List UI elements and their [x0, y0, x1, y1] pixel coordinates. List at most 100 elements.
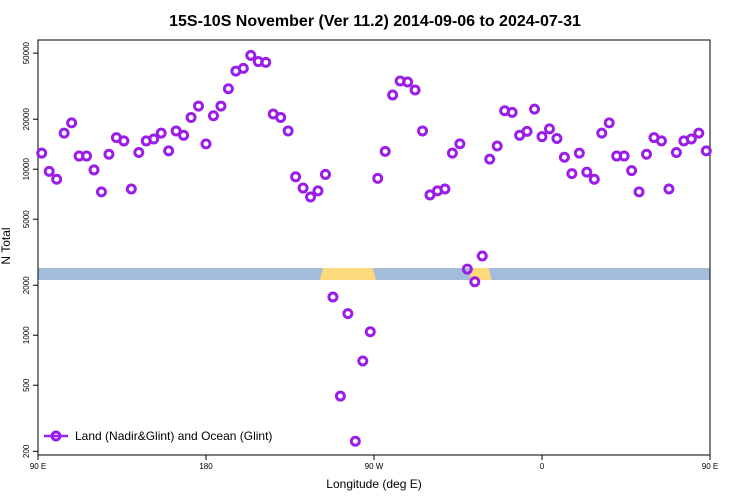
data-point	[155, 127, 167, 139]
data-point	[349, 435, 361, 447]
data-point	[603, 117, 615, 129]
data-point	[297, 182, 309, 194]
y-tick-label: 20000	[22, 108, 31, 131]
data-point	[596, 127, 608, 139]
data-point	[387, 89, 399, 101]
data-point	[200, 138, 212, 150]
data-point	[148, 133, 160, 145]
data-point	[305, 191, 317, 203]
legend-label: Land (Nadir&Glint) and Ocean (Glint)	[75, 429, 272, 443]
data-point	[506, 106, 518, 118]
y-axis: 200 500 1000 2000 5000 10000 20000 50000	[22, 41, 38, 458]
land-band	[319, 268, 376, 280]
data-point	[237, 62, 249, 74]
surface-strip	[38, 268, 710, 280]
data-point	[133, 147, 145, 159]
chart-title: 15S-10S November (Ver 11.2) 2014-09-06 t…	[169, 13, 581, 30]
legend: Land (Nadir&Glint) and Ocean (Glint)	[44, 429, 272, 443]
data-point	[95, 186, 107, 198]
data-point	[461, 263, 473, 275]
data-point	[275, 111, 287, 123]
data-point	[245, 49, 257, 61]
data-point	[43, 165, 55, 177]
data-point	[36, 147, 48, 159]
y-tick-label: 50000	[22, 41, 31, 64]
data-point	[357, 355, 369, 367]
data-point	[566, 168, 578, 180]
legend-marker	[50, 430, 62, 442]
data-point	[88, 164, 100, 176]
data-point	[58, 127, 70, 139]
x-axis: 90 E 180 90 W 0 90 E	[30, 455, 718, 471]
data-point	[655, 135, 667, 147]
data-points	[36, 49, 712, 447]
data-point	[641, 148, 653, 160]
data-point	[618, 150, 630, 162]
data-point	[215, 100, 227, 112]
data-point	[372, 172, 384, 184]
x-tick-label: 0	[540, 462, 545, 471]
data-point	[66, 117, 78, 129]
data-point	[170, 125, 182, 137]
data-point	[693, 127, 705, 139]
x-tick-label: 90 E	[702, 462, 718, 471]
data-point	[260, 56, 272, 68]
data-point	[81, 150, 93, 162]
data-point	[402, 76, 414, 88]
y-tick-label: 1000	[22, 326, 31, 344]
data-point	[521, 125, 533, 137]
data-point	[178, 129, 190, 141]
data-point	[185, 111, 197, 123]
data-point	[417, 125, 429, 137]
data-point	[573, 147, 585, 159]
data-point	[222, 83, 234, 95]
y-tick-label: 200	[22, 444, 31, 458]
data-point	[319, 168, 331, 180]
data-point	[193, 100, 205, 112]
data-point	[409, 84, 421, 96]
data-point	[103, 148, 115, 160]
data-point	[491, 140, 503, 152]
x-tick-label: 90 E	[30, 462, 46, 471]
data-point	[379, 145, 391, 157]
x-tick-label: 90 W	[365, 462, 384, 471]
data-point	[342, 308, 354, 320]
data-point	[558, 151, 570, 163]
data-point	[469, 276, 481, 288]
data-point	[51, 173, 63, 185]
data-point	[588, 173, 600, 185]
data-point	[454, 138, 466, 150]
data-point	[551, 133, 563, 145]
data-point	[484, 153, 496, 165]
data-point	[581, 166, 593, 178]
data-point	[536, 131, 548, 143]
data-point	[207, 110, 219, 122]
data-point	[327, 291, 339, 303]
x-tick-label: 180	[199, 462, 213, 471]
data-point	[125, 183, 137, 195]
data-point	[670, 147, 682, 159]
data-point	[663, 183, 675, 195]
y-tick-label: 5000	[22, 210, 31, 228]
data-point	[282, 125, 294, 137]
x-axis-label: Longitude (deg E)	[326, 477, 421, 491]
data-point	[626, 165, 638, 177]
y-tick-label: 10000	[22, 158, 31, 181]
data-point	[633, 186, 645, 198]
data-point	[334, 390, 346, 402]
data-point	[290, 171, 302, 183]
data-point	[529, 103, 541, 115]
data-point	[163, 145, 175, 157]
data-point	[364, 326, 376, 338]
data-point	[476, 250, 488, 262]
y-axis-label: N Total	[0, 227, 13, 264]
data-point	[312, 185, 324, 197]
data-point	[543, 123, 555, 135]
y-tick-label: 2000	[22, 276, 31, 294]
data-point	[446, 147, 458, 159]
data-point	[685, 133, 697, 145]
y-tick-label: 500	[22, 378, 31, 392]
data-point	[118, 135, 130, 147]
data-point	[700, 145, 712, 157]
